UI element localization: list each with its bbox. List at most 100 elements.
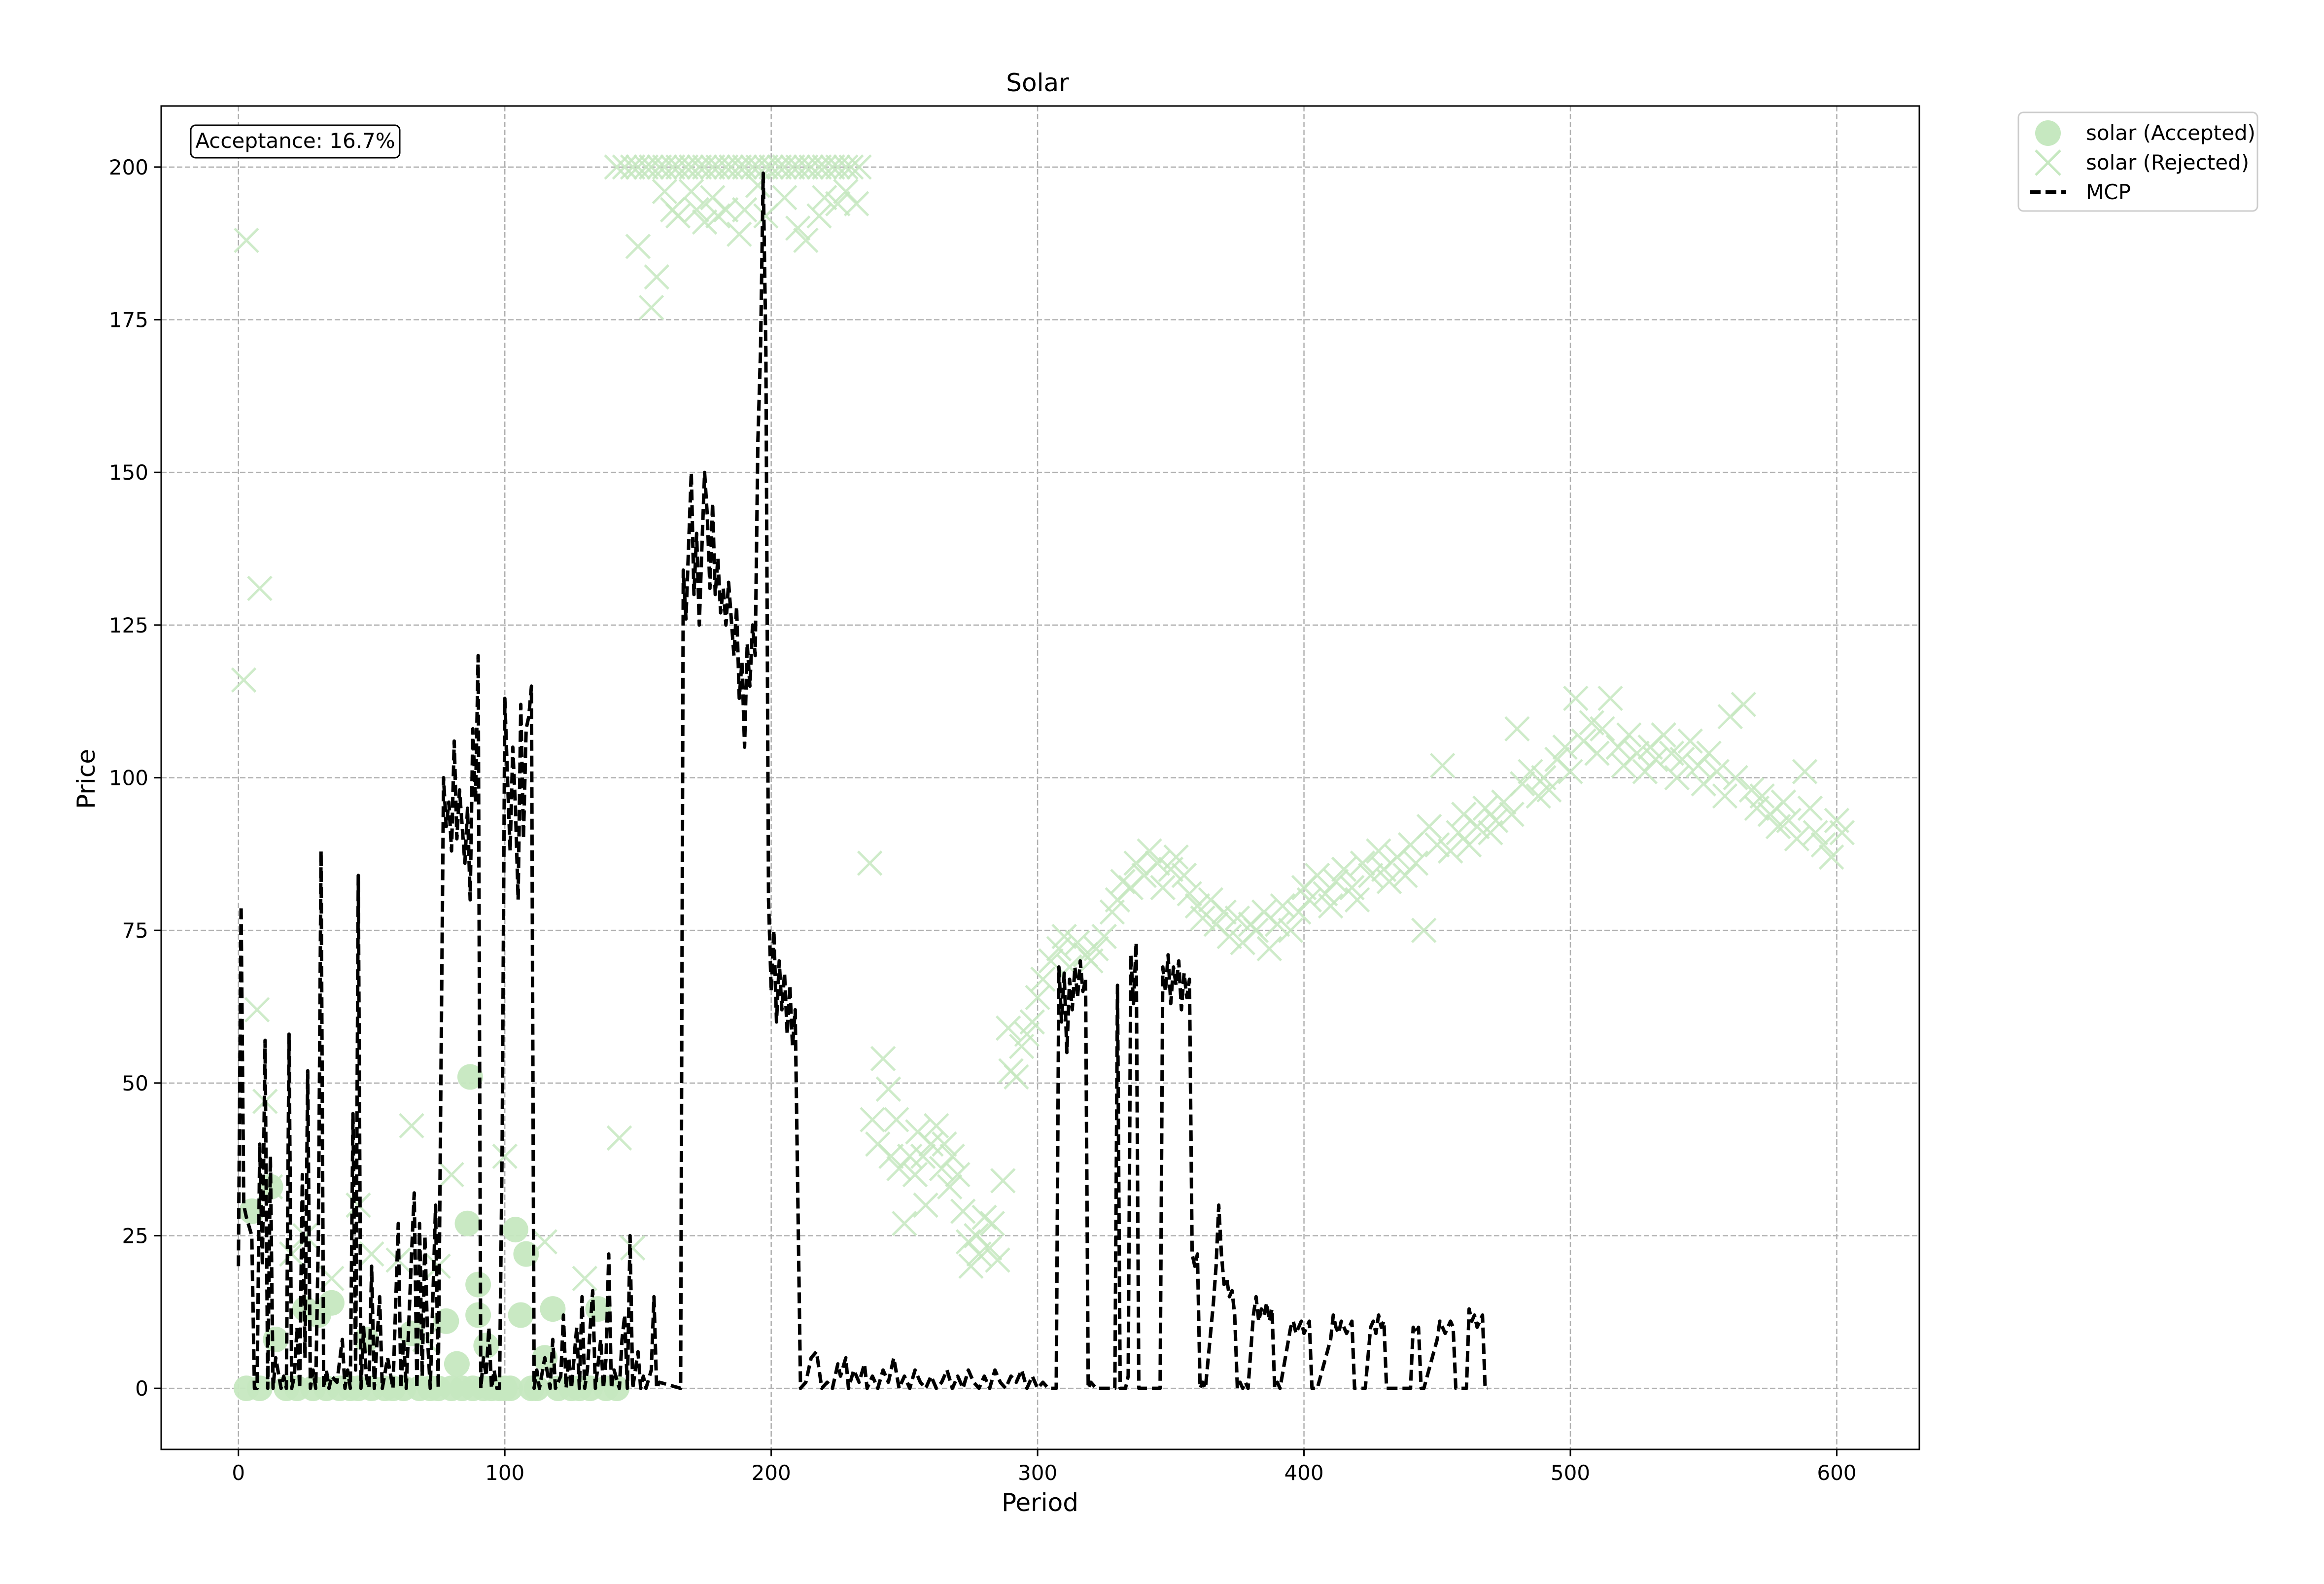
rejected-point <box>766 154 792 180</box>
rejected-point <box>692 154 718 180</box>
rejected-point <box>1339 875 1365 901</box>
rejected-point <box>638 294 664 320</box>
rejected-point <box>902 1162 928 1188</box>
rejected-point <box>1057 954 1082 980</box>
rejected-point <box>1704 759 1730 784</box>
legend-label-accepted: solar (Accepted) <box>2086 121 2255 145</box>
rejected-point <box>985 1247 1010 1273</box>
rejected-point <box>825 191 851 216</box>
rejected-point <box>806 203 832 229</box>
rejected-point <box>678 154 704 180</box>
rejected-point <box>1643 746 1668 773</box>
accepted-point <box>497 1375 523 1402</box>
y-tick-label: 75 <box>122 918 148 943</box>
rejected-point <box>833 154 859 180</box>
rejected-point <box>1749 783 1775 809</box>
rejected-point <box>1509 771 1535 797</box>
rejected-point <box>1483 808 1509 833</box>
rejected-point <box>673 154 699 180</box>
accepted-point <box>444 1351 470 1377</box>
accepted-point <box>502 1217 528 1243</box>
rejected-point <box>1211 899 1237 925</box>
rejected-point <box>1296 887 1322 913</box>
rejected-point <box>990 1168 1016 1194</box>
y-tick-label: 100 <box>109 766 148 790</box>
rejected-point <box>1078 948 1104 974</box>
accepted-point <box>524 1375 550 1402</box>
rejected-point <box>1416 813 1442 840</box>
rejected-point <box>492 1143 518 1169</box>
rejected-point <box>913 1192 938 1218</box>
accepted-point <box>508 1302 534 1328</box>
rejected-point <box>1803 820 1828 845</box>
rejected-point <box>684 197 710 223</box>
rejected-point <box>1171 862 1197 888</box>
rejected-point <box>359 1241 384 1267</box>
x-axis-label: Period <box>1002 1488 1078 1517</box>
legend-label-mcp: MCP <box>2086 180 2131 204</box>
rejected-point <box>612 154 638 180</box>
rejected-point <box>1597 685 1623 711</box>
rejected-point <box>1744 795 1770 821</box>
accepted-series <box>233 1064 630 1402</box>
rejected-point <box>439 1162 464 1188</box>
rejected-point <box>665 154 691 180</box>
rejected-point <box>1376 869 1402 894</box>
data-series <box>231 154 1855 1402</box>
rejected-point <box>1046 936 1072 962</box>
rejected-point <box>878 1143 904 1169</box>
rejected-point <box>638 154 664 180</box>
rejected-point <box>995 1015 1021 1041</box>
mcp-line <box>237 171 1488 1390</box>
rejected-point <box>644 264 670 290</box>
rejected-series <box>231 154 1855 1352</box>
rejected-point <box>1776 808 1802 833</box>
rejected-point <box>1243 917 1269 943</box>
rejected-point <box>686 154 712 180</box>
rejected-point <box>699 154 726 180</box>
rejected-point <box>572 1266 598 1291</box>
y-tick-label: 50 <box>122 1071 148 1095</box>
y-tick-label: 150 <box>109 460 148 485</box>
rejected-point <box>811 185 837 211</box>
rejected-point <box>1797 795 1823 821</box>
rejected-point <box>780 154 805 180</box>
rejected-point <box>1712 783 1738 809</box>
rejected-point <box>1651 722 1676 748</box>
rejected-point <box>1065 930 1090 955</box>
rejected-point <box>977 1235 1003 1261</box>
annotation-box <box>190 124 401 159</box>
rejected-point <box>897 1143 923 1169</box>
accepted-point <box>399 1320 425 1346</box>
rejected-point <box>731 154 758 180</box>
rejected-point <box>705 154 731 180</box>
rejected-point <box>1438 838 1463 864</box>
rejected-point <box>771 154 798 180</box>
rejected-point <box>1014 1021 1040 1047</box>
rejected-point <box>1344 887 1370 913</box>
accepted-point <box>454 1210 481 1236</box>
rejected-point <box>692 209 718 235</box>
rejected-point <box>1829 820 1855 845</box>
rejected-point <box>939 1143 965 1169</box>
rejected-point <box>793 227 819 253</box>
rejected-point <box>659 154 686 180</box>
rejected-point <box>1558 759 1583 784</box>
y-axis-label: Price <box>72 749 101 809</box>
rejected-point <box>1030 966 1056 992</box>
y-tick-label: 0 <box>135 1376 148 1401</box>
legend-accepted-marker <box>2035 120 2061 146</box>
rejected-point <box>857 850 883 876</box>
rejected-point <box>727 221 752 247</box>
rejected-point <box>1177 881 1202 907</box>
rejected-point <box>1270 893 1296 919</box>
rejected-point <box>247 575 273 601</box>
rejected-point <box>1792 759 1818 784</box>
rejected-point <box>820 154 845 180</box>
rejected-point <box>1145 850 1171 876</box>
rejected-point <box>1025 985 1050 1011</box>
rejected-point <box>1584 740 1610 766</box>
x-tick-label: 600 <box>1817 1461 1856 1485</box>
rejected-point <box>1350 850 1376 876</box>
rejected-point <box>652 154 678 180</box>
